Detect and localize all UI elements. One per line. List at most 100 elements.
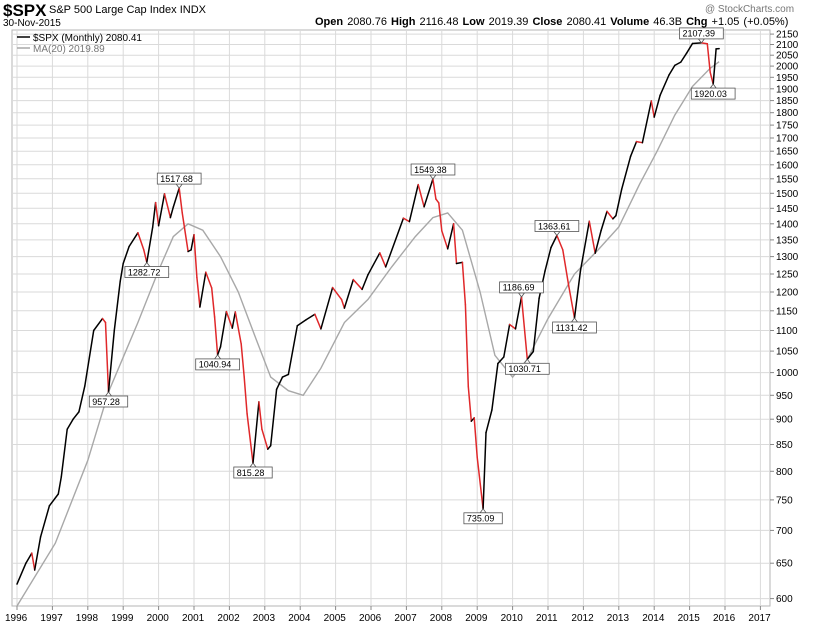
- price-segment: [39, 505, 51, 538]
- price-segment: [532, 297, 540, 353]
- price-segment: [340, 298, 346, 309]
- price-segment: [526, 350, 535, 361]
- x-tick-label: 2013: [607, 613, 630, 624]
- y-tick-label: 1600: [776, 160, 799, 171]
- price-segment: [497, 356, 505, 365]
- price-segment: [146, 226, 154, 264]
- x-tick-label: 2006: [359, 613, 382, 624]
- price-segment: [361, 273, 369, 291]
- price-segment: [606, 210, 614, 220]
- y-tick-label: 1350: [776, 235, 799, 246]
- price-segment: [473, 417, 478, 458]
- y-tick-label: 1450: [776, 204, 799, 215]
- price-segment: [343, 278, 355, 309]
- x-tick-label: 1999: [111, 613, 134, 624]
- watermark: @ StockCharts.com: [705, 4, 795, 15]
- price-segment: [485, 409, 493, 434]
- y-tick-label: 750: [776, 495, 793, 506]
- value-label: 815.28: [233, 462, 273, 479]
- price-segment: [352, 278, 363, 291]
- price-segment: [700, 42, 709, 45]
- high-label: High: [391, 16, 416, 28]
- x-tick-label: 2005: [324, 613, 347, 624]
- price-segment: [205, 271, 213, 289]
- price-segment: [691, 42, 703, 45]
- x-tick-label: 2012: [571, 613, 594, 624]
- price-segment: [567, 284, 576, 319]
- x-tick-label: 2009: [465, 613, 488, 624]
- price-segment: [615, 188, 623, 217]
- value-label-text: 1040.94: [199, 360, 232, 370]
- price-segment: [435, 198, 440, 204]
- price-segment: [556, 234, 564, 251]
- y-tick-label: 700: [776, 526, 793, 537]
- price-segment: [234, 311, 242, 345]
- price-segment: [213, 316, 219, 356]
- price-segment: [169, 206, 175, 219]
- price-segment: [269, 388, 278, 447]
- x-tick-label: 2004: [288, 613, 311, 624]
- chart-symbol: $SPX: [3, 1, 47, 20]
- price-segment: [476, 456, 484, 510]
- value-label-text: 735.09: [467, 514, 495, 524]
- x-axis: 1996 1997 1998 1999 2000 2001 2002 2003 2004 2005…: [5, 606, 771, 624]
- price-segment: [107, 329, 116, 393]
- price-segment: [275, 376, 284, 391]
- price-segment: [314, 313, 322, 330]
- price-segment: [287, 324, 299, 376]
- x-tick-label: 2001: [182, 613, 205, 624]
- value-label-box: [410, 163, 456, 176]
- y-tick-label: 850: [776, 440, 793, 451]
- ohlc-bar: Open 2080.76 High 2116.48 Low 2019.39 Cl…: [315, 16, 788, 28]
- y-tick-label: 1150: [776, 306, 798, 317]
- legend: $SPX (Monthly) 2080.41 MA(20) 2019.89: [17, 33, 142, 55]
- legend-ma-label: MA(20) 2019.89: [33, 44, 105, 55]
- price-segment: [66, 418, 74, 430]
- price-segment: [441, 230, 449, 250]
- ma20-line: [16, 61, 720, 607]
- value-label-box: [463, 512, 503, 525]
- x-tick-label: 1996: [5, 613, 28, 624]
- y-tick-label: 1500: [776, 189, 799, 200]
- price-segment: [417, 183, 425, 208]
- value-label-box: [233, 466, 273, 479]
- y-tick-label: 1900: [776, 84, 799, 95]
- low-label: Low: [462, 16, 485, 28]
- price-segment: [461, 261, 467, 306]
- price-segment: [629, 140, 638, 158]
- price-segment: [650, 100, 655, 118]
- value-label-box: [679, 27, 724, 40]
- value-label: 1363.61: [534, 220, 580, 237]
- price-segment: [199, 271, 207, 308]
- price-segment: [246, 413, 254, 464]
- low-value: 2019.39: [488, 16, 529, 28]
- y-tick-label: 1400: [776, 219, 799, 230]
- legend-price-label: $SPX (Monthly) 2080.41: [33, 33, 142, 44]
- price-segment: [573, 270, 582, 319]
- value-label-text: 1549.38: [414, 165, 447, 175]
- price-series: [16, 42, 720, 585]
- price-segment: [128, 232, 139, 248]
- price-segment: [163, 193, 172, 219]
- price-segment: [122, 245, 130, 265]
- price-segment: [367, 252, 381, 276]
- price-segment: [482, 431, 487, 510]
- price-segment: [659, 74, 670, 97]
- price-segment: [113, 280, 121, 332]
- volume-value: 46.3B: [653, 16, 683, 28]
- exchange-code: INDX: [179, 4, 206, 16]
- price-segment: [48, 493, 60, 507]
- value-label: 735.09: [463, 508, 503, 525]
- price-segment: [137, 232, 145, 251]
- price-segment: [78, 385, 86, 413]
- x-tick-label: 2011: [536, 613, 558, 624]
- y-tick-label: 2150: [776, 30, 799, 41]
- price-segment: [455, 261, 464, 265]
- price-segment: [225, 310, 234, 329]
- value-label-box: [124, 266, 170, 278]
- price-segment: [452, 223, 458, 265]
- price-segment: [252, 401, 260, 464]
- price-segment: [384, 217, 405, 268]
- y-tick-label: 1250: [776, 270, 799, 281]
- value-label-box: [552, 321, 597, 334]
